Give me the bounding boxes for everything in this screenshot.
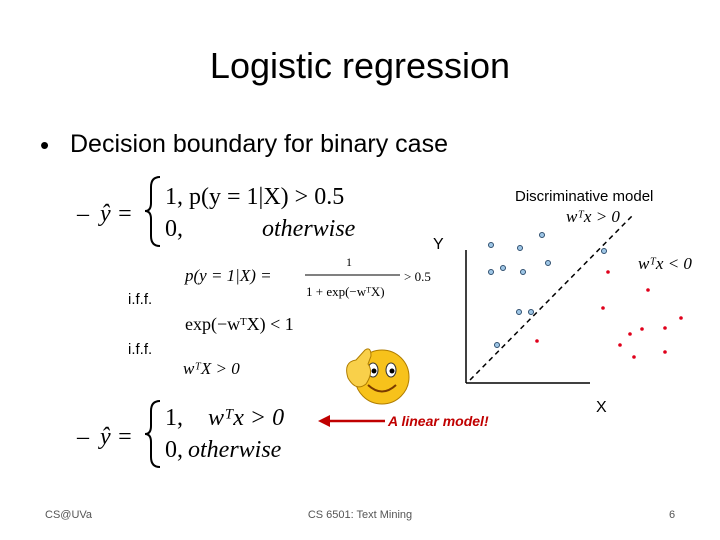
- denominator: 1 + exp(−wᵀX): [306, 284, 385, 299]
- annotation: A linear model!: [388, 413, 489, 429]
- numerator: 1: [346, 255, 352, 269]
- page-number: 6: [669, 509, 676, 521]
- fraction-lhs: p(y = 1|X) =: [185, 266, 272, 285]
- equation-case: otherwise: [188, 437, 282, 463]
- equation-case: 1,: [165, 405, 183, 431]
- equation-case: 0,: [165, 216, 183, 242]
- footer-center: CS 6501: Text Mining: [307, 509, 413, 521]
- fraction-rhs: > 0.5: [404, 269, 431, 284]
- iff: i.f.f.: [128, 341, 153, 358]
- figure-title: Discriminative model: [515, 188, 654, 205]
- step: wᵀX > 0: [183, 359, 240, 378]
- equation-case: otherwise: [262, 216, 356, 242]
- dash: –: [77, 201, 89, 227]
- equation-case: 1, p(y = 1|X) > 0.5: [165, 184, 345, 210]
- slide-title: Logistic regression: [209, 45, 511, 86]
- equation-case: 0,: [165, 437, 183, 463]
- emoji: [346, 348, 410, 405]
- equation-lhs: ŷ =: [100, 201, 133, 227]
- class-a-points: [488, 232, 607, 348]
- y-axis-label: Y: [433, 236, 444, 253]
- region-label: wᵀx < 0: [638, 254, 692, 273]
- equation-lhs: ŷ =: [100, 424, 133, 450]
- step: exp(−wᵀX) < 1: [185, 314, 294, 334]
- x-axis-label: X: [596, 399, 607, 416]
- axes: [465, 250, 590, 384]
- decision-boundary: [469, 214, 634, 381]
- footer-left: CS@UVa: [45, 509, 93, 521]
- class-b-points: [535, 270, 683, 359]
- region-label: wᵀx > 0: [566, 207, 620, 226]
- bullet-marker: •: [40, 130, 50, 160]
- bullet-text: Decision boundary for binary case: [70, 130, 448, 158]
- braces: [144, 176, 161, 468]
- equation-case: wᵀx > 0: [208, 405, 285, 431]
- arrow-head: [318, 415, 330, 427]
- iff: i.f.f.: [128, 291, 153, 308]
- dash: –: [77, 424, 89, 450]
